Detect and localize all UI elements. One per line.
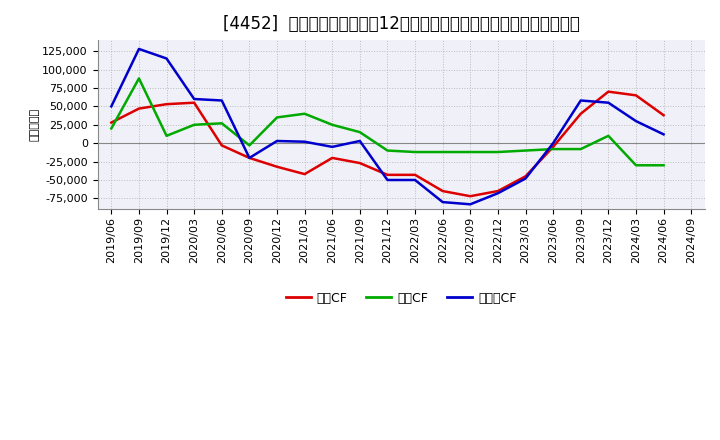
フリーCF (577, 98, 585, 103)
フリーCF (190, 96, 199, 102)
Y-axis label: （百万円）: （百万円） (30, 108, 40, 141)
営業CF (521, 174, 530, 179)
営業CF (383, 172, 392, 177)
投資CF (273, 115, 282, 120)
フリーCF (300, 139, 309, 144)
フリーCF (356, 138, 364, 143)
投資CF (577, 147, 585, 152)
フリーCF (245, 155, 253, 161)
営業CF (328, 155, 336, 161)
営業CF (107, 120, 116, 125)
営業CF (217, 143, 226, 148)
投資CF (328, 122, 336, 128)
営業CF (466, 194, 474, 199)
投資CF (190, 122, 199, 128)
営業CF (135, 106, 143, 111)
投資CF (438, 150, 447, 155)
営業CF (438, 188, 447, 194)
フリーCF (660, 132, 668, 137)
フリーCF (438, 199, 447, 205)
Title: [4452]  キャッシュフローの12か月移動合計の対前年同期増減額の推移: [4452] キャッシュフローの12か月移動合計の対前年同期増減額の推移 (222, 15, 580, 33)
営業CF (604, 89, 613, 94)
フリーCF (549, 140, 557, 146)
フリーCF (107, 104, 116, 109)
投資CF (162, 133, 171, 139)
Line: 営業CF: 営業CF (112, 92, 664, 196)
Line: フリーCF: フリーCF (112, 49, 664, 204)
フリーCF (135, 46, 143, 51)
投資CF (466, 150, 474, 155)
営業CF (300, 172, 309, 177)
フリーCF (162, 56, 171, 61)
投資CF (549, 147, 557, 152)
投資CF (356, 129, 364, 135)
営業CF (356, 161, 364, 166)
投資CF (410, 150, 419, 155)
営業CF (410, 172, 419, 177)
営業CF (273, 164, 282, 169)
投資CF (135, 76, 143, 81)
投資CF (300, 111, 309, 116)
営業CF (549, 144, 557, 150)
フリーCF (328, 144, 336, 150)
フリーCF (494, 191, 503, 196)
投資CF (107, 126, 116, 131)
フリーCF (631, 118, 640, 124)
投資CF (245, 143, 253, 148)
営業CF (577, 111, 585, 116)
Legend: 営業CF, 投資CF, フリーCF: 営業CF, 投資CF, フリーCF (281, 287, 522, 310)
Line: 投資CF: 投資CF (112, 78, 664, 165)
投資CF (660, 163, 668, 168)
営業CF (660, 113, 668, 118)
投資CF (494, 150, 503, 155)
フリーCF (466, 202, 474, 207)
投資CF (604, 133, 613, 139)
営業CF (245, 155, 253, 161)
営業CF (631, 93, 640, 98)
営業CF (494, 188, 503, 194)
営業CF (190, 100, 199, 105)
フリーCF (410, 177, 419, 183)
営業CF (162, 102, 171, 107)
フリーCF (217, 98, 226, 103)
フリーCF (604, 100, 613, 105)
フリーCF (273, 138, 282, 143)
フリーCF (521, 176, 530, 181)
投資CF (521, 148, 530, 153)
投資CF (217, 121, 226, 126)
フリーCF (383, 177, 392, 183)
投資CF (631, 163, 640, 168)
投資CF (383, 148, 392, 153)
